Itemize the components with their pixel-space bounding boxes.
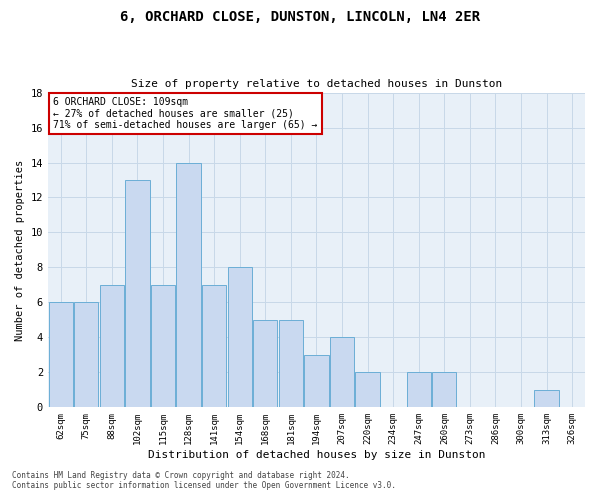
Bar: [330, 338, 354, 407]
Bar: [253, 320, 277, 408]
Bar: [125, 180, 149, 408]
Bar: [407, 372, 431, 408]
Bar: [202, 285, 226, 408]
Bar: [355, 372, 380, 408]
Bar: [74, 302, 98, 408]
X-axis label: Distribution of detached houses by size in Dunston: Distribution of detached houses by size …: [148, 450, 485, 460]
Y-axis label: Number of detached properties: Number of detached properties: [15, 160, 25, 340]
Title: Size of property relative to detached houses in Dunston: Size of property relative to detached ho…: [131, 79, 502, 89]
Bar: [227, 268, 252, 408]
Bar: [279, 320, 303, 408]
Bar: [176, 162, 201, 408]
Bar: [432, 372, 457, 408]
Bar: [100, 285, 124, 408]
Bar: [304, 355, 329, 408]
Text: 6 ORCHARD CLOSE: 109sqm
← 27% of detached houses are smaller (25)
71% of semi-de: 6 ORCHARD CLOSE: 109sqm ← 27% of detache…: [53, 98, 317, 130]
Text: 6, ORCHARD CLOSE, DUNSTON, LINCOLN, LN4 2ER: 6, ORCHARD CLOSE, DUNSTON, LINCOLN, LN4 …: [120, 10, 480, 24]
Text: Contains HM Land Registry data © Crown copyright and database right 2024.
Contai: Contains HM Land Registry data © Crown c…: [12, 470, 396, 490]
Bar: [151, 285, 175, 408]
Bar: [49, 302, 73, 408]
Bar: [535, 390, 559, 407]
